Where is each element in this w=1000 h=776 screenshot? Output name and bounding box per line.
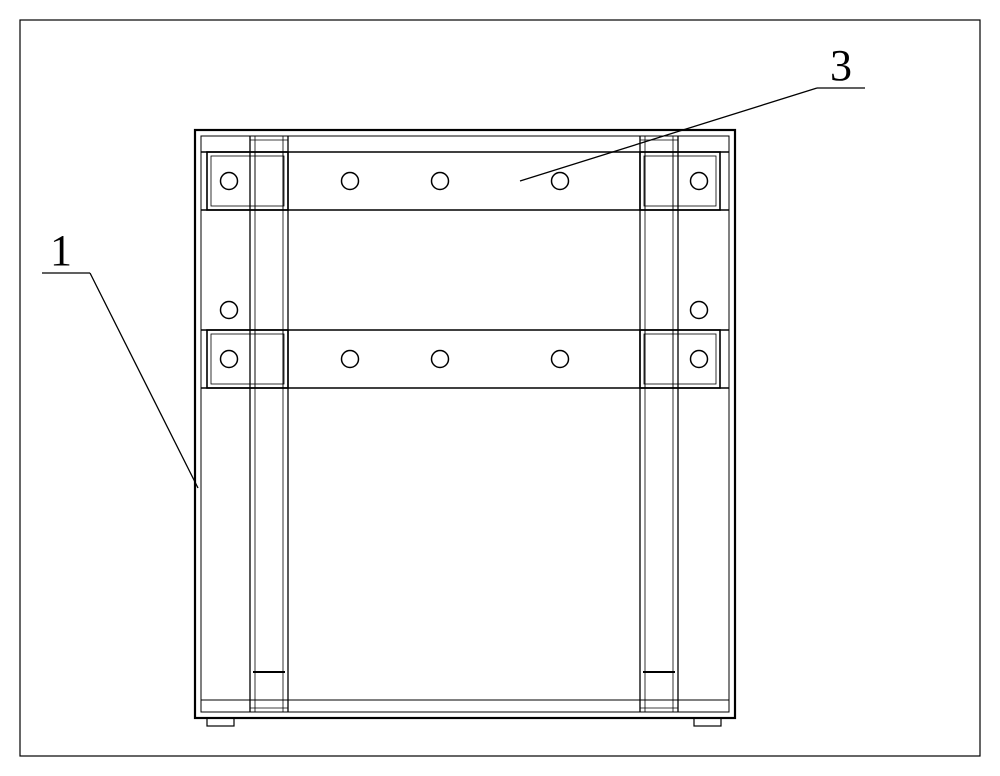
- leader-1: [90, 273, 198, 488]
- label-3: 3: [830, 41, 852, 90]
- crossbar-1-block-1-inner: [644, 334, 716, 384]
- main-frame-outer: [195, 130, 735, 718]
- crossbar-1-hole-side-0: [221, 302, 238, 319]
- leader-3: [520, 88, 817, 181]
- crossbar-0-hole-side-0: [221, 173, 238, 190]
- crossbar-0-hole-side-1: [691, 173, 708, 190]
- crossbar-1-hole-side2-1: [691, 351, 708, 368]
- crossbar-0-hole-mid-2: [552, 173, 569, 190]
- foot-right: [694, 718, 721, 726]
- crossbar-1-hole-side-1: [691, 302, 708, 319]
- main-frame-inner: [201, 136, 729, 712]
- label-1: 1: [50, 226, 72, 275]
- crossbar-1-block-0: [207, 330, 288, 388]
- crossbar-0-hole-mid-1: [432, 173, 449, 190]
- crossbar-1-block-0-inner: [211, 334, 284, 384]
- crossbar-0-hole-mid-0: [342, 173, 359, 190]
- crossbar-0-block-1-inner: [644, 156, 716, 206]
- crossbar-0-block-0: [207, 152, 288, 210]
- foot-left: [207, 718, 234, 726]
- crossbar-1-hole-mid-0: [342, 351, 359, 368]
- crossbar-1-hole-mid-2: [552, 351, 569, 368]
- crossbar-1-hole-mid-1: [432, 351, 449, 368]
- crossbar-1-hole-side2-0: [221, 351, 238, 368]
- crossbar-0-block-0-inner: [211, 156, 284, 206]
